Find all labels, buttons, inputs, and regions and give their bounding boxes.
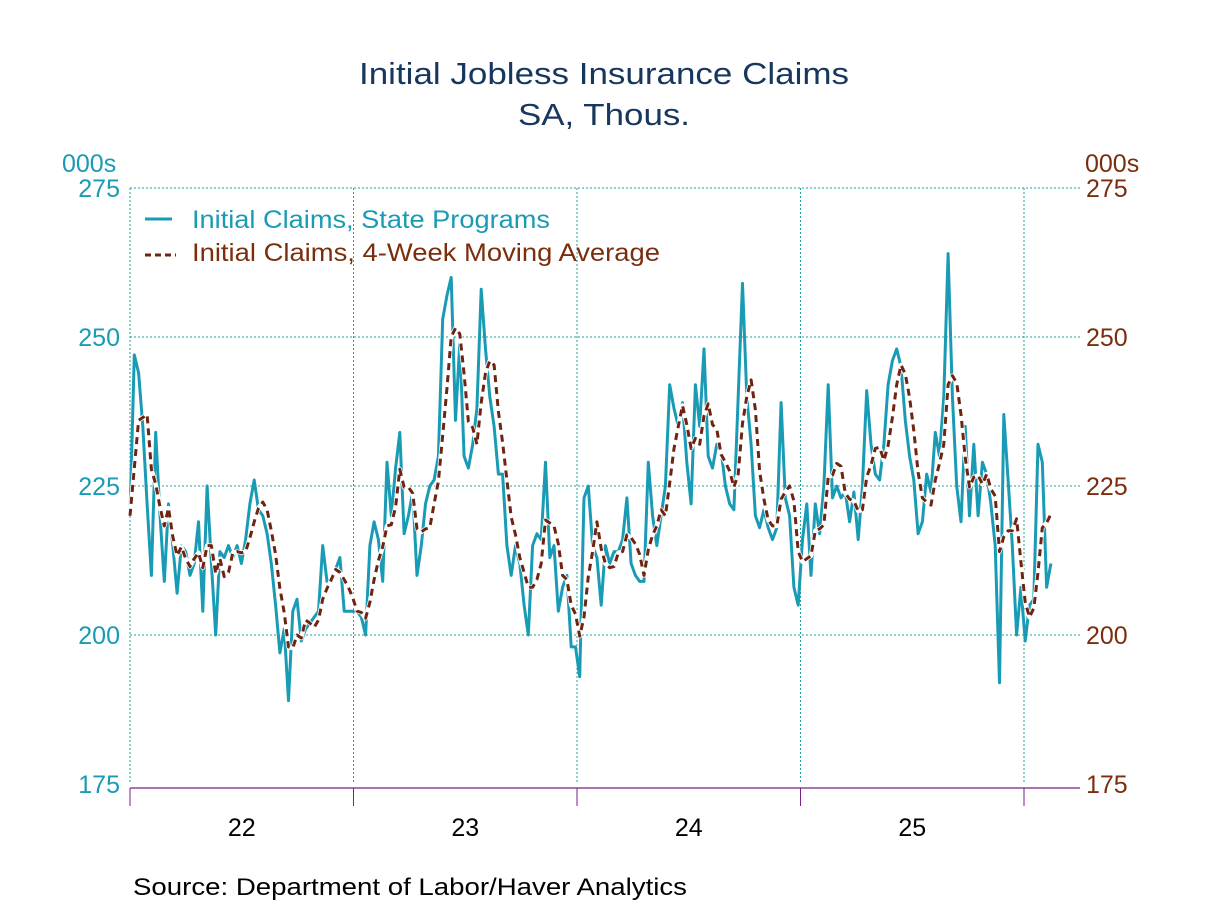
left-tick-label: 200 <box>78 622 120 650</box>
right-tick-label: 275 <box>1086 175 1128 203</box>
left-tick-label: 250 <box>78 324 120 352</box>
right-tick-label: 225 <box>1086 473 1128 501</box>
left-tick-label: 275 <box>78 175 120 203</box>
plot-lines <box>127 252 1053 703</box>
x-tick-label: 24 <box>675 814 703 842</box>
x-axis: 22 23 24 25 <box>129 787 1080 842</box>
x-tick-label: 23 <box>451 814 479 842</box>
right-tick-label: 175 <box>1086 771 1128 799</box>
legend: Initial Claims, State Programs Initial C… <box>145 206 660 267</box>
left-tick-label: 225 <box>78 473 120 501</box>
y-axis-ticks: 175 175 200 200 225 225 250 250 275 275 <box>78 175 1127 799</box>
right-tick-label: 200 <box>1086 622 1128 650</box>
series-line-state-programs <box>128 252 1053 703</box>
legend-label-moving-average: Initial Claims, 4-Week Moving Average <box>192 239 660 267</box>
right-tick-label: 250 <box>1086 324 1128 352</box>
chart-subtitle: SA, Thous. <box>518 97 690 132</box>
series-line-moving-average-halo <box>127 325 1053 651</box>
right-axis-unit: 000s <box>1085 150 1139 178</box>
legend-label-state-programs: Initial Claims, State Programs <box>192 206 550 234</box>
left-tick-label: 175 <box>78 771 120 799</box>
chart-title: Initial Jobless Insurance Claims <box>359 56 849 91</box>
x-tick-label: 25 <box>898 814 926 842</box>
grid <box>129 187 1080 784</box>
series-line-moving-average <box>128 326 1053 650</box>
source-note: Source: Department of Labor/Haver Analyt… <box>133 874 687 901</box>
x-tick-label: 22 <box>228 814 256 842</box>
left-axis-unit: 000s <box>62 150 116 178</box>
